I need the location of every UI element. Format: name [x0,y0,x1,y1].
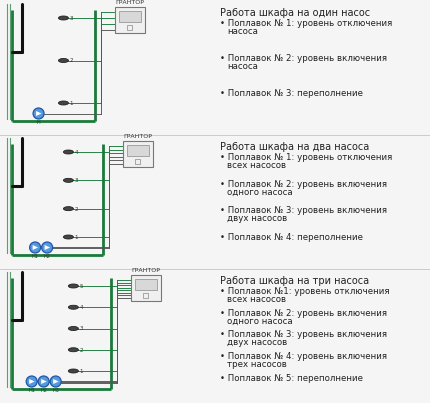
Ellipse shape [58,16,68,20]
FancyBboxPatch shape [143,293,148,298]
Text: 4: 4 [79,305,83,310]
Text: ГРАНТОР: ГРАНТОР [131,268,160,274]
Text: ГРАНТОР: ГРАНТОР [115,0,144,6]
Text: • Поплавок № 2: уровень включения: • Поплавок № 2: уровень включения [219,180,386,189]
Text: 1: 1 [74,235,78,240]
Text: 3: 3 [69,16,73,21]
Text: Работа шкафа на один насос: Работа шкафа на один насос [219,8,369,18]
Ellipse shape [63,235,73,239]
Ellipse shape [68,369,78,373]
Ellipse shape [58,101,68,105]
FancyBboxPatch shape [135,279,157,290]
Text: одного насоса: одного насоса [227,317,292,326]
FancyBboxPatch shape [119,11,141,22]
Text: Н3: Н3 [52,388,59,393]
Text: 2: 2 [69,58,73,64]
FancyBboxPatch shape [127,145,149,156]
Ellipse shape [68,305,78,309]
FancyBboxPatch shape [127,25,132,30]
Ellipse shape [63,150,73,154]
Text: • Поплавок №1: уровень отключения: • Поплавок №1: уровень отключения [219,287,389,296]
Text: • Поплавок № 1: уровень отключения: • Поплавок № 1: уровень отключения [219,153,391,162]
Text: • Поплавок № 4: уровень включения: • Поплавок № 4: уровень включения [219,352,386,361]
FancyBboxPatch shape [123,141,153,167]
Text: 2: 2 [74,207,78,212]
Text: 5: 5 [79,284,83,289]
Text: 4: 4 [74,150,78,155]
Text: одного насоса: одного насоса [227,188,292,197]
Text: 3: 3 [79,326,83,332]
Circle shape [26,376,37,387]
Text: • Поплавок № 4: переполнение: • Поплавок № 4: переполнение [219,233,362,242]
Circle shape [50,376,61,387]
Text: • Поплавок № 2: уровень включения: • Поплавок № 2: уровень включения [219,309,386,318]
Text: • Поплавок № 2: уровень включения: • Поплавок № 2: уровень включения [219,54,386,63]
Text: двух насосов: двух насосов [227,214,286,224]
Text: • Поплавок № 3: уровень включения: • Поплавок № 3: уровень включения [219,206,386,216]
Text: ГРАНТОР: ГРАНТОР [123,135,152,139]
Text: • Поплавок № 5: переполнение: • Поплавок № 5: переполнение [219,374,362,383]
Polygon shape [29,379,34,384]
Text: насоса: насоса [227,27,257,36]
Text: всех насосов: всех насосов [227,295,286,304]
Ellipse shape [63,179,73,182]
Polygon shape [45,245,50,250]
Text: двух насосов: двух насосов [227,339,286,347]
Text: Н1: Н1 [28,388,35,393]
Polygon shape [53,379,58,384]
Circle shape [33,108,44,119]
Circle shape [42,242,52,253]
Text: • Поплавок № 3: уровень включения: • Поплавок № 3: уровень включения [219,330,386,339]
Text: трех насосов: трех насосов [227,360,286,369]
Text: 1: 1 [79,369,83,374]
Text: Работа шкафа на два насоса: Работа шкафа на два насоса [219,142,369,152]
Text: Н: Н [37,120,40,125]
Text: 2: 2 [79,348,83,353]
Text: • Поплавок № 3: переполнение: • Поплавок № 3: переполнение [219,89,362,98]
Text: Н2: Н2 [40,388,47,393]
Text: насоса: насоса [227,62,257,71]
Polygon shape [36,111,41,116]
Ellipse shape [58,58,68,62]
Text: • Поплавок № 1: уровень отключения: • Поплавок № 1: уровень отключения [219,19,391,28]
Circle shape [30,242,40,253]
Ellipse shape [68,348,78,352]
Ellipse shape [68,326,78,330]
Text: 3: 3 [74,179,78,183]
Text: всех насосов: всех насосов [227,161,286,170]
Ellipse shape [68,284,78,288]
FancyBboxPatch shape [135,159,140,164]
Text: Н1: Н1 [32,255,38,260]
FancyBboxPatch shape [115,7,144,33]
FancyBboxPatch shape [131,275,161,301]
Text: Н2: Н2 [43,255,50,260]
Circle shape [38,376,49,387]
Polygon shape [33,245,38,250]
Polygon shape [41,379,46,384]
Text: 1: 1 [69,101,73,106]
Ellipse shape [63,207,73,211]
Text: Работа шкафа на три насоса: Работа шкафа на три насоса [219,276,368,286]
